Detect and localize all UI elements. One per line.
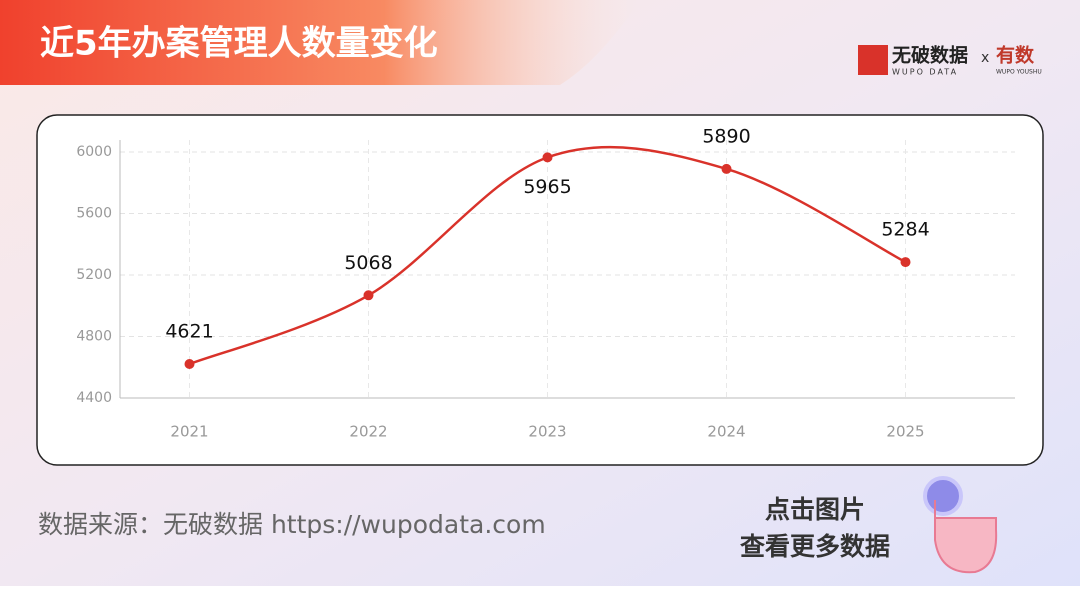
data-label: 5068 xyxy=(344,252,392,274)
partner-sub: WUPO YOUSHU xyxy=(996,69,1042,76)
title: 近5年办案管理人数量变化 xyxy=(40,24,438,64)
point xyxy=(542,152,553,163)
point xyxy=(184,359,195,370)
chart-card xyxy=(36,114,1044,466)
x-tick-label: 2022 xyxy=(349,423,387,441)
x-tick-label: 2025 xyxy=(886,423,924,441)
source: 数据来源：无破数据 https://wupodata.com xyxy=(38,510,546,539)
data-label: 5890 xyxy=(702,125,750,147)
point xyxy=(721,163,732,174)
data-label: 5284 xyxy=(881,219,929,241)
cross: x xyxy=(981,50,989,66)
point xyxy=(363,290,374,301)
x-tick-label: 2021 xyxy=(170,423,208,441)
cta-line[interactable]: 查看更多数据 xyxy=(740,532,890,561)
y-tick-label: 4400 xyxy=(76,390,112,406)
x-tick-label: 2023 xyxy=(528,423,566,441)
data-label: 5965 xyxy=(523,176,571,198)
y-tick-label: 5200 xyxy=(76,267,112,283)
logo-icon xyxy=(858,45,888,75)
logo: 无破数据 xyxy=(892,44,968,67)
y-tick-label: 4800 xyxy=(76,329,112,345)
cta-line[interactable]: 点击图片 xyxy=(765,495,865,524)
hand-icon xyxy=(934,500,998,574)
logo-sub: WUPO DATA xyxy=(892,68,958,77)
partner: 有数 xyxy=(996,44,1035,67)
cta-button[interactable] xyxy=(923,476,963,516)
plot: 4400 4800 5200 5600 6000 2021 2022 2023 2024 2025… xyxy=(76,125,1015,441)
y-tick-label: 6000 xyxy=(76,144,112,160)
point xyxy=(900,257,911,268)
x-tick-label: 2024 xyxy=(707,423,745,441)
data-label: 4621 xyxy=(165,321,213,343)
title-banner xyxy=(0,0,640,85)
y-tick-label: 5600 xyxy=(76,206,112,222)
